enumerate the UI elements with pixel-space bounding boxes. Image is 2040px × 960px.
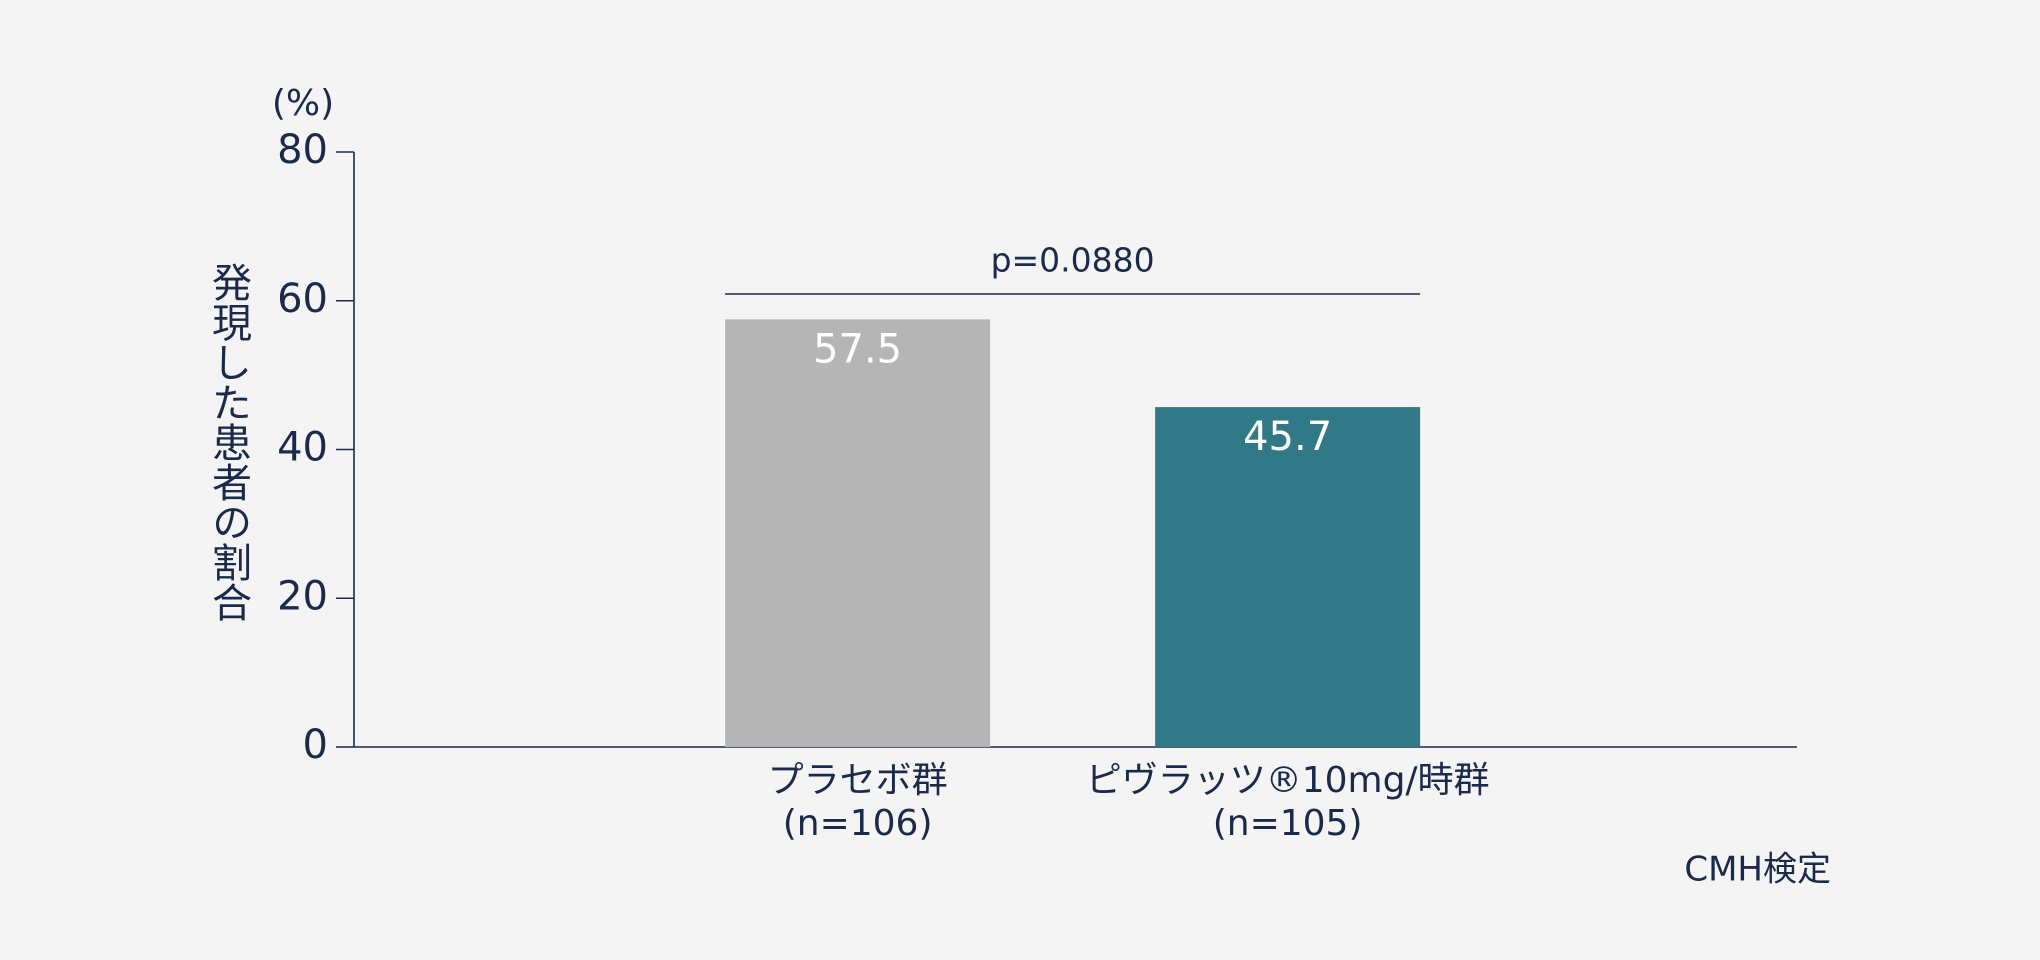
x-tick-note: (n=106) bbox=[783, 803, 933, 844]
y-tick-label: 60 bbox=[277, 276, 328, 322]
y-tick-label: 0 bbox=[303, 722, 328, 768]
p-value: p=0.0880 bbox=[991, 241, 1155, 280]
y-tick-label: 40 bbox=[277, 425, 328, 471]
x-tick-label: プラセボ群 bbox=[768, 760, 948, 801]
bar bbox=[725, 319, 991, 747]
x-tick-label: ピヴラッツ®10mg/時群 bbox=[1086, 760, 1490, 801]
x-tick-note: (n=105) bbox=[1213, 803, 1363, 844]
bar bbox=[1155, 407, 1421, 747]
y-tick-label: 20 bbox=[277, 573, 328, 619]
value-label: 57.5 bbox=[813, 326, 902, 372]
y-axis-title: 発現した患者の割合 bbox=[205, 262, 251, 622]
y-unit: (%) bbox=[272, 83, 334, 124]
value-label: 45.7 bbox=[1243, 414, 1332, 460]
y-tick-label: 80 bbox=[277, 127, 328, 173]
footnote: CMH検定 bbox=[1684, 850, 1831, 890]
